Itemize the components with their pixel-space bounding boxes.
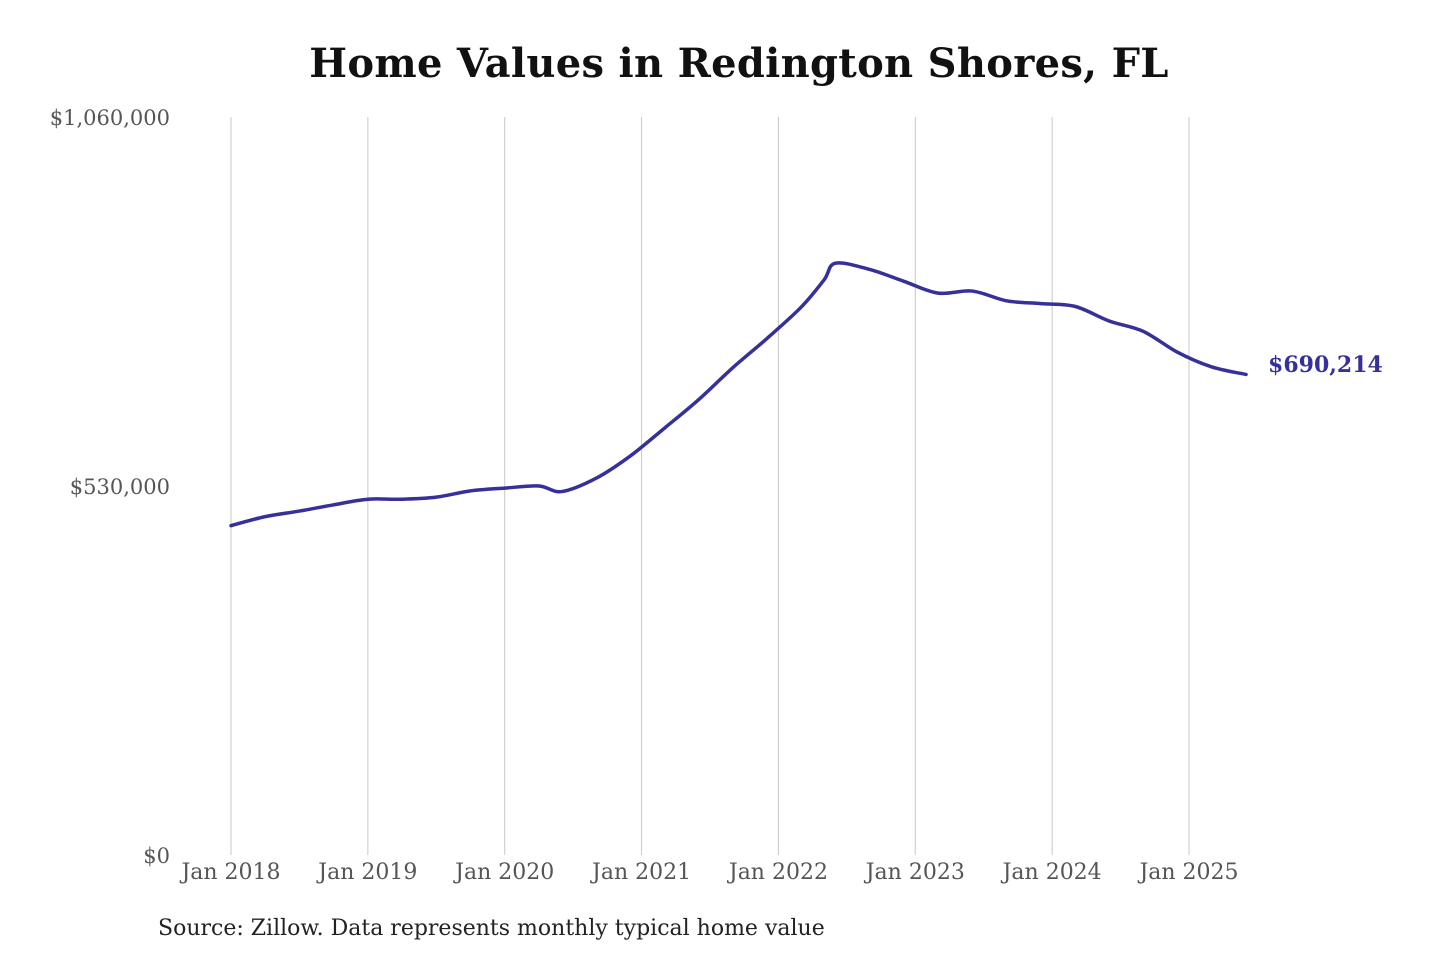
x-tick-label: Jan 2022 xyxy=(727,860,828,885)
x-tick-label: Jan 2019 xyxy=(316,860,417,885)
series-layer xyxy=(229,261,1248,528)
last-value-label: $690,214 xyxy=(1268,352,1383,378)
source-note: Source: Zillow. Data represents monthly … xyxy=(158,916,825,941)
chart-title: Home Values in Redington Shores, FL xyxy=(309,40,1169,87)
vertical-grid xyxy=(230,117,1190,855)
x-tick-label: Jan 2018 xyxy=(179,860,280,885)
x-tick-label: Jan 2024 xyxy=(1001,860,1102,885)
x-tick-label: Jan 2020 xyxy=(453,860,554,885)
y-tick-label: $530,000 xyxy=(70,475,170,499)
y-tick-label: $0 xyxy=(143,844,170,868)
y-tick-label: $1,060,000 xyxy=(50,106,170,130)
x-tick-label: Jan 2025 xyxy=(1137,860,1238,885)
series-line xyxy=(229,261,1248,528)
x-tick-label: Jan 2021 xyxy=(590,860,691,885)
x-axis-ticks: Jan 2018 Jan 2019 Jan 2020 Jan 2021 Jan 2022… xyxy=(179,860,1238,885)
y-axis-ticks: $0 $530,000 $1,060,000 xyxy=(50,106,170,868)
x-tick-label: Jan 2023 xyxy=(864,860,965,885)
